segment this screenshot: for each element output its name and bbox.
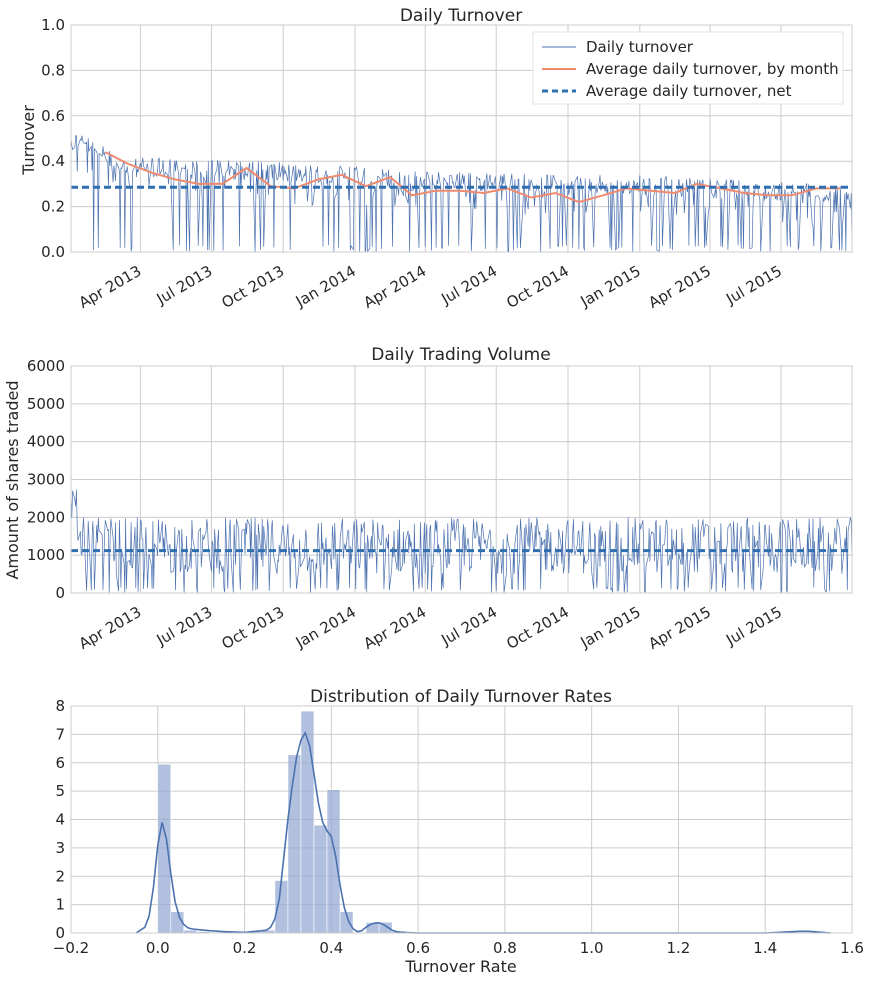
histogram-bar [326, 789, 341, 934]
legend-entry-monthly: Average daily turnover, by month [586, 60, 839, 78]
volume-x-tick-label: Apr 2014 [361, 603, 430, 653]
distribution-bars [157, 710, 406, 934]
distribution-y-tick-label: 6 [55, 754, 65, 772]
turnover-x-ticks: Apr 2013 Jul 2013 Oct 2013 Jan 2014 Apr 2014… [76, 262, 785, 312]
distribution-x-tick-label: 0.6 [406, 939, 430, 957]
turnover-legend: Daily turnover Average daily turnover, b… [532, 31, 844, 105]
volume-x-tick-label: Oct 2013 [219, 603, 288, 653]
distribution-x-tick-label: 0.8 [493, 939, 517, 957]
histogram-bar [313, 824, 328, 934]
distribution-x-tick-label: 1.2 [667, 939, 691, 957]
volume-data [70, 489, 853, 594]
volume-plot-frame [70, 365, 853, 594]
turnover-y-ticks: 0.0 0.2 0.4 0.6 0.8 1.0 [41, 16, 65, 261]
histogram-bar [287, 754, 302, 934]
turnover-y-tick-label: 0.2 [41, 198, 65, 216]
distribution-chart: Distribution of Daily Turnover Rates 0 1 2… [53, 687, 864, 976]
monthly-average-line [104, 151, 841, 204]
distribution-y-tick-label: 3 [55, 839, 65, 857]
distribution-chart-title: Distribution of Daily Turnover Rates [310, 687, 612, 707]
turnover-x-tick-label: Oct 2013 [219, 262, 288, 312]
turnover-y-tick-label: 1.0 [41, 16, 65, 34]
turnover-y-tick-label: 0.4 [41, 152, 65, 170]
distribution-x-tick-label: 1.4 [753, 939, 777, 957]
volume-y-tick-label: 4000 [27, 433, 65, 451]
volume-x-tick-label: Jan 2015 [577, 603, 644, 652]
distribution-grid [70, 705, 853, 934]
distribution-x-tick-label: 1.6 [840, 939, 864, 957]
histogram-bar [157, 763, 172, 934]
daily-turnover-line [70, 135, 853, 253]
turnover-x-tick-label: Jul 2015 [722, 262, 785, 309]
distribution-y-ticks: 0 1 2 3 4 5 6 7 8 [55, 697, 65, 942]
volume-y-label: Amount of shares traded [3, 380, 22, 579]
distribution-x-tick-label: 0.4 [319, 939, 343, 957]
turnover-chart-title: Daily Turnover [400, 6, 522, 26]
turnover-y-tick-label: 0.6 [41, 107, 65, 125]
turnover-plot-frame [70, 24, 853, 253]
volume-chart-title: Daily Trading Volume [371, 345, 550, 365]
turnover-y-label: Turnover [19, 105, 38, 176]
distribution-y-tick-label: 0 [55, 924, 65, 942]
distribution-x-tick-label: 1.0 [580, 939, 604, 957]
legend-box [532, 31, 844, 105]
legend-entry-daily: Daily turnover [586, 38, 694, 56]
distribution-plot-frame [70, 705, 853, 934]
volume-x-tick-label: Apr 2015 [645, 603, 714, 653]
volume-chart: Daily Trading Volume 0 1000 2000 3000 4000 50… [3, 345, 853, 653]
legend-entry-net: Average daily turnover, net [586, 82, 792, 100]
volume-x-tick-label: Oct 2014 [503, 603, 572, 653]
volume-x-ticks: Apr 2013 Jul 2013 Oct 2013 Jan 2014 Apr 2014… [76, 603, 785, 653]
distribution-x-label: Turnover Rate [404, 957, 516, 976]
turnover-x-tick-label: Apr 2014 [361, 262, 430, 312]
histogram-bar [300, 710, 315, 934]
volume-y-tick-label: 3000 [27, 471, 65, 489]
turnover-x-tick-label: Jan 2015 [577, 262, 644, 311]
turnover-x-tick-label: Oct 2014 [503, 262, 572, 312]
turnover-x-tick-label: Jul 2013 [153, 262, 216, 309]
distribution-x-tick-label: 0.0 [146, 939, 170, 957]
volume-y-tick-label: 5000 [27, 395, 65, 413]
turnover-data [70, 135, 853, 253]
distribution-y-tick-label: 4 [55, 811, 65, 829]
turnover-chart: Daily Turnover 0.0 0.2 0.4 0.6 0.8 1.0 Apr 20… [19, 6, 853, 312]
volume-y-tick-label: 2000 [27, 508, 65, 526]
volume-x-tick-label: Apr 2013 [76, 603, 145, 653]
volume-x-tick-label: Jul 2013 [153, 603, 216, 650]
distribution-y-tick-label: 8 [55, 697, 65, 715]
distribution-y-tick-label: 5 [55, 782, 65, 800]
turnover-x-tick-label: Apr 2013 [76, 262, 145, 312]
volume-y-ticks: 0 1000 2000 3000 4000 5000 6000 [27, 357, 65, 602]
distribution-y-tick-label: 7 [55, 725, 65, 743]
distribution-x-tick-label: 0.2 [233, 939, 257, 957]
turnover-y-tick-label: 0.0 [41, 243, 65, 261]
daily-volume-line [70, 489, 853, 594]
turnover-x-tick-label: Jul 2014 [437, 262, 500, 309]
distribution-y-tick-label: 2 [55, 867, 65, 885]
volume-x-tick-label: Jul 2014 [437, 603, 500, 650]
volume-y-tick-label: 1000 [27, 546, 65, 564]
turnover-x-tick-label: Apr 2015 [645, 262, 714, 312]
turnover-y-tick-label: 0.8 [41, 61, 65, 79]
volume-y-tick-label: 6000 [27, 357, 65, 375]
volume-x-tick-label: Jul 2015 [722, 603, 785, 650]
volume-y-tick-label: 0 [55, 584, 65, 602]
distribution-x-tick-label: −0.2 [53, 939, 89, 957]
turnover-x-tick-label: Jan 2014 [292, 262, 359, 311]
volume-x-tick-label: Jan 2014 [292, 603, 359, 652]
distribution-y-tick-label: 1 [55, 896, 65, 914]
distribution-x-ticks: −0.2 0.0 0.2 0.4 0.6 0.8 1.0 1.2 1.4 1.6 [53, 939, 864, 957]
